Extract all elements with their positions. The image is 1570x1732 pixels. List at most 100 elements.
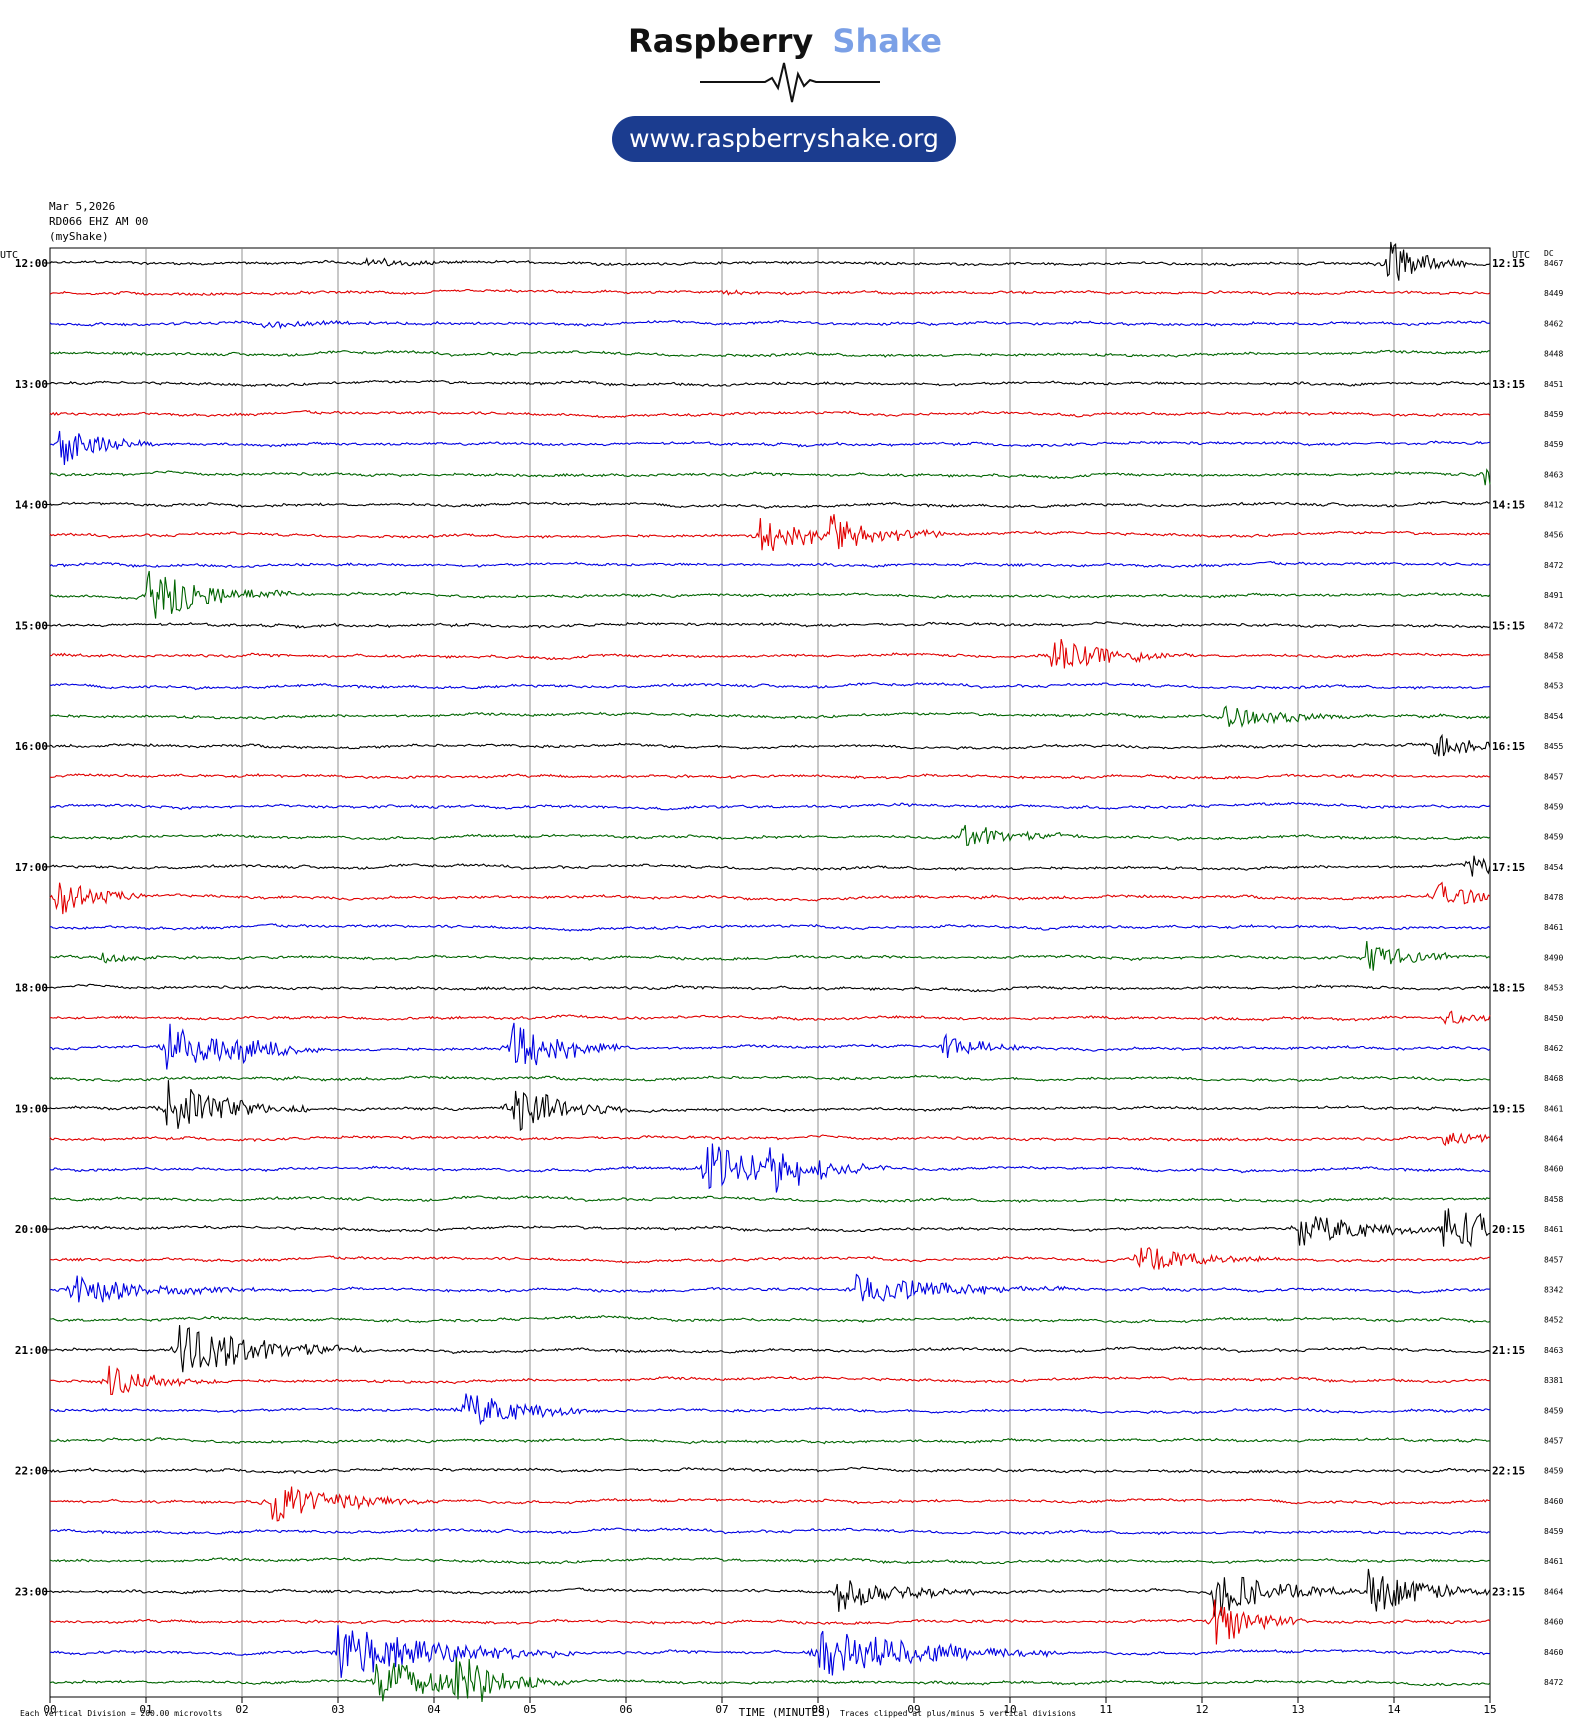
right-hour-label: 21:15 <box>1492 1344 1525 1357</box>
dc-offset-label: 8412 <box>1544 501 1563 510</box>
x-tick-label: 02 <box>235 1703 248 1716</box>
dc-offset-label: 8457 <box>1544 1436 1563 1445</box>
right-hour-label: 17:15 <box>1492 861 1525 874</box>
dc-offset-label: 8461 <box>1544 1104 1563 1113</box>
left-hour-label: 21:00 <box>15 1344 48 1357</box>
dc-offset-label: 8478 <box>1544 893 1563 902</box>
trace-line <box>50 638 1490 669</box>
dc-offset-label: 8460 <box>1544 1648 1563 1657</box>
dc-offset-label: 8458 <box>1544 651 1563 660</box>
dc-offset-label: 8460 <box>1544 1165 1563 1174</box>
right-hour-label: 23:15 <box>1492 1585 1525 1598</box>
website-url-button[interactable]: www.raspberryshake.org <box>612 116 956 162</box>
left-hour-label: 23:00 <box>15 1585 48 1598</box>
left-hour-label: 22:00 <box>15 1465 48 1478</box>
dc-offset-label: 8461 <box>1544 1225 1563 1234</box>
trace-line <box>49 1080 1491 1132</box>
right-hour-label: 18:15 <box>1492 982 1525 995</box>
dc-offset-label: 8468 <box>1544 1074 1563 1083</box>
trace-line <box>49 1132 1491 1147</box>
trace-line <box>49 379 1491 388</box>
dc-offset-label: 8450 <box>1544 1014 1563 1023</box>
dc-offset-label: 8455 <box>1544 742 1563 751</box>
trace-line <box>49 1568 1491 1617</box>
raspberry-shake-logo: Raspberry Shake <box>628 22 942 103</box>
dc-offset-label: 8459 <box>1544 1406 1563 1415</box>
footer-division-note: Each Vertical Division = 200.00 microvol… <box>20 1709 222 1718</box>
footer-clip-note: Traces clipped at plus/minus 5 vertical … <box>840 1709 1076 1718</box>
dc-offset-label: 8464 <box>1544 1587 1563 1596</box>
x-tick-label: 04 <box>427 1703 441 1716</box>
trace-line <box>49 1393 1490 1426</box>
trace-line <box>49 801 1491 811</box>
dc-offset-label: 8459 <box>1544 1527 1563 1536</box>
x-tick-label: 00 <box>43 1703 56 1716</box>
trace-line <box>49 1599 1491 1645</box>
x-axis-label: TIME (MINUTES) <box>739 1706 832 1719</box>
left-hour-label: 16:00 <box>15 740 48 753</box>
left-hour-label: 19:00 <box>15 1102 48 1115</box>
trace-line <box>49 501 1491 510</box>
right-hour-label: 15:15 <box>1492 619 1525 632</box>
trace-line <box>50 773 1491 780</box>
dc-offset-label: 8381 <box>1544 1376 1563 1385</box>
trace-line <box>49 983 1491 993</box>
trace-line <box>49 570 1491 619</box>
x-tick-label: 14 <box>1387 1703 1401 1716</box>
dc-offset-label: 8464 <box>1544 1135 1563 1144</box>
trace-line <box>49 1365 1491 1395</box>
dc-offset-label: 8461 <box>1544 923 1563 932</box>
trace-line <box>49 1143 1491 1193</box>
trace-line <box>49 1625 1490 1678</box>
dc-offset-label: 8460 <box>1544 1497 1563 1506</box>
right-hour-label: 22:15 <box>1492 1465 1525 1478</box>
dc-offset-label: 8448 <box>1544 350 1563 359</box>
trace-line <box>49 940 1491 971</box>
dc-offset-label: 8454 <box>1544 712 1563 721</box>
trace-line <box>49 1208 1491 1248</box>
trace-line <box>49 1315 1491 1324</box>
right-hour-label: 16:15 <box>1492 740 1525 753</box>
dc-offset-label: 8459 <box>1544 440 1563 449</box>
left-hour-label: 13:00 <box>15 378 48 391</box>
station-code: RD066 EHZ AM 00 <box>49 215 149 228</box>
left-hour-label: 12:00 <box>15 257 48 270</box>
dc-offset-label: 8462 <box>1544 319 1563 328</box>
trace-line <box>49 824 1491 847</box>
trace-line <box>49 561 1491 569</box>
dc-offset-label: 8459 <box>1544 1467 1563 1476</box>
trace-line <box>49 1437 1491 1445</box>
trace-line <box>49 241 1491 281</box>
dc-offset-label: 8472 <box>1544 1678 1563 1687</box>
trace-line <box>49 1466 1491 1474</box>
trace-line <box>49 1657 1491 1703</box>
dc-offset-label: 8453 <box>1544 984 1563 993</box>
trace-line <box>49 1273 1491 1303</box>
x-tick-label: 03 <box>331 1703 344 1716</box>
dc-offset-label: 8463 <box>1544 470 1563 479</box>
network-name: (myShake) <box>49 230 109 243</box>
dc-offset-label: 8467 <box>1544 259 1563 268</box>
dc-offset-label: 8454 <box>1544 863 1563 872</box>
dc-offset-label: 8463 <box>1544 1346 1563 1355</box>
trace-line <box>49 1486 1491 1522</box>
plot-frame <box>49 247 1491 1698</box>
x-tick-label: 06 <box>619 1703 632 1716</box>
right-hour-label: 14:15 <box>1492 499 1525 512</box>
dc-offset-label: 8459 <box>1544 802 1563 811</box>
trace-line <box>50 1010 1491 1025</box>
x-tick-label: 10 <box>1003 1703 1016 1716</box>
trace-line <box>49 349 1490 358</box>
left-hour-label: 15:00 <box>15 619 48 632</box>
dc-offset-label: 8462 <box>1544 1044 1563 1053</box>
trace-line <box>49 1246 1491 1271</box>
seismo-wave-icon <box>700 62 880 103</box>
trace-line <box>49 1556 1491 1565</box>
dc-offset-label: 8453 <box>1544 682 1563 691</box>
dc-offset-label: 8460 <box>1544 1618 1563 1627</box>
dc-offset-label: 8490 <box>1544 953 1563 962</box>
x-tick-label: 13 <box>1291 1703 1304 1716</box>
x-tick-label: 12 <box>1195 1703 1208 1716</box>
dc-offset-label: 8459 <box>1544 410 1563 419</box>
